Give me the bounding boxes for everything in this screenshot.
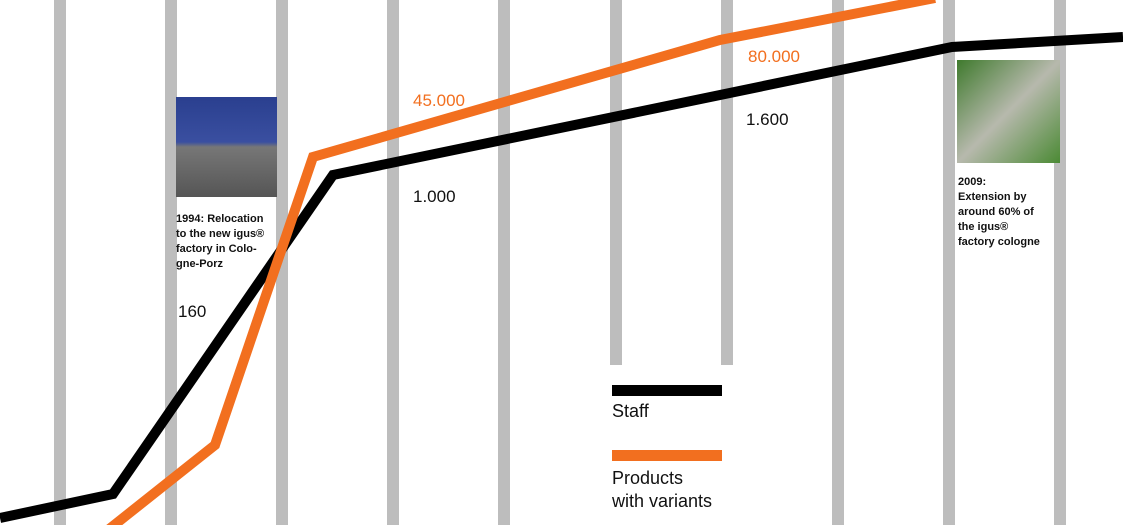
note-line: Extension by xyxy=(958,191,1027,203)
note-line: to the new igus® xyxy=(176,228,264,240)
photo-2009 xyxy=(957,60,1060,163)
staff-line xyxy=(0,32,1123,523)
staff-label: 1.600 xyxy=(746,110,789,129)
column-bar xyxy=(610,0,622,365)
column-bar xyxy=(165,0,177,525)
products-line xyxy=(106,0,936,525)
note-line: around 60% of xyxy=(958,206,1034,218)
note-line: factory in Colo- xyxy=(176,243,257,255)
photo-1994 xyxy=(176,97,277,197)
column-bar xyxy=(943,0,955,525)
staff-label: 1.000 xyxy=(413,187,456,206)
note-line: factory cologne xyxy=(958,236,1040,248)
column-bar xyxy=(832,0,844,525)
column-bar xyxy=(54,0,66,525)
column-bar xyxy=(387,0,399,525)
legend-label: Products xyxy=(612,468,683,488)
staff-label: 160 xyxy=(178,302,206,321)
column-bar xyxy=(498,0,510,525)
legend-label: Staff xyxy=(612,401,650,421)
legend-label: with variants xyxy=(611,491,712,511)
product-label: 45.000 xyxy=(413,91,465,110)
note-2009: 2009: Extension by around 60% of the igu… xyxy=(958,176,1040,248)
note-line: the igus® xyxy=(958,221,1008,233)
legend-swatch-staff xyxy=(612,385,722,396)
product-label: 80.000 xyxy=(748,47,800,66)
note-line: 2009: xyxy=(958,176,986,188)
note-line: gne-Porz xyxy=(176,258,224,270)
note-line: 1994: Relocation xyxy=(176,213,264,225)
column-bar xyxy=(721,0,733,365)
legend-swatch-products xyxy=(612,450,722,461)
note-1994: 1994: Relocation to the new igus® factor… xyxy=(176,213,267,270)
